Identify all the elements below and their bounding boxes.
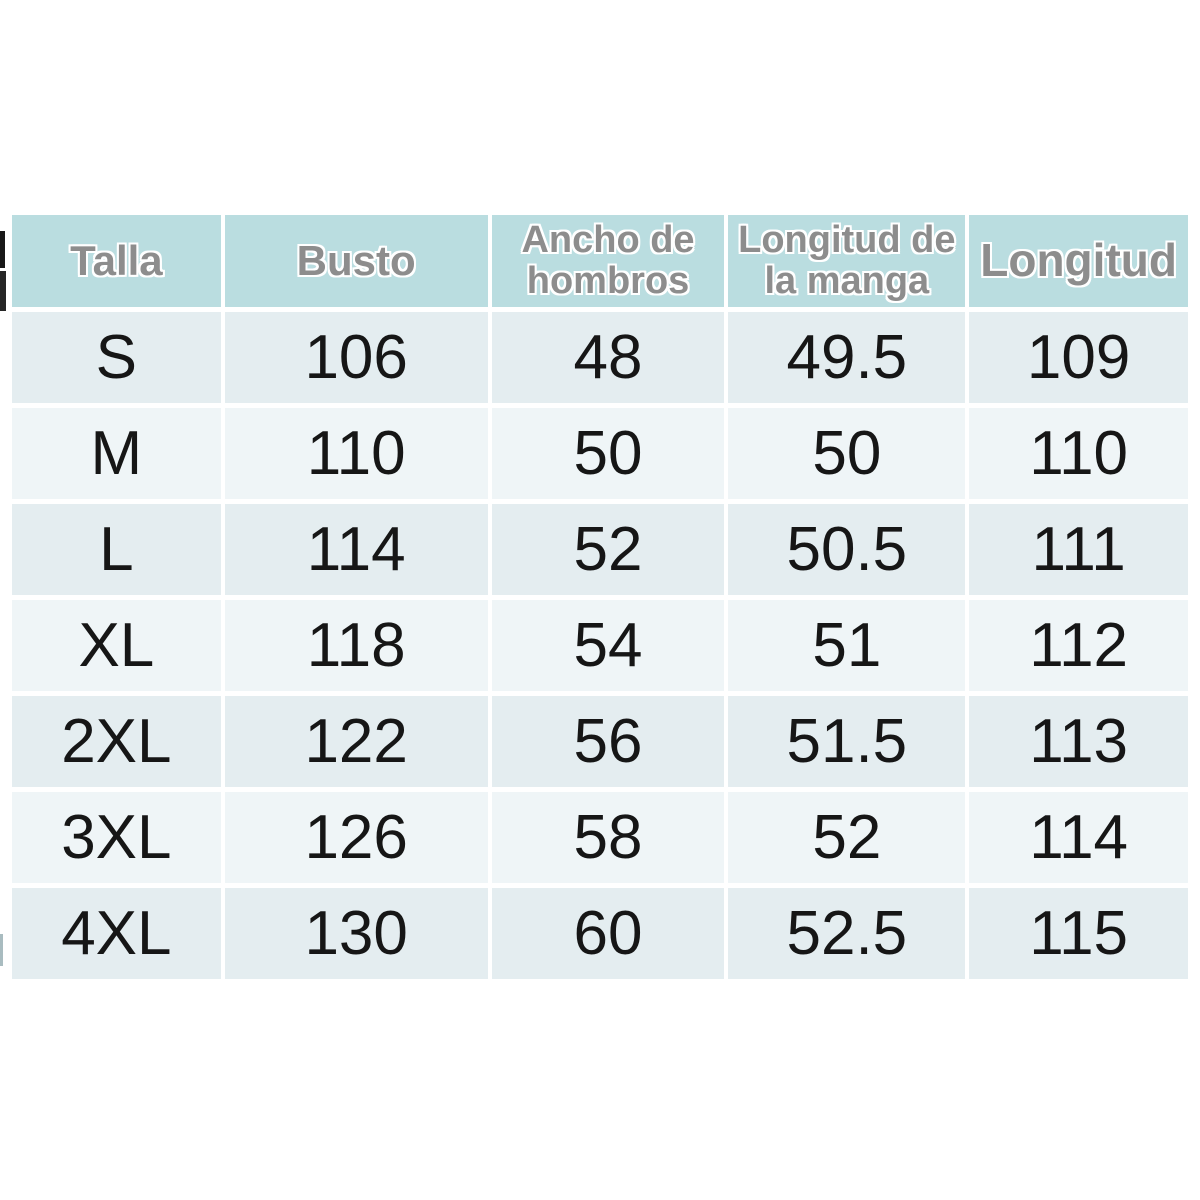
table-cell: 110	[969, 408, 1188, 499]
row-label: XL	[12, 600, 221, 691]
table-cell: 122	[224, 696, 488, 787]
column-header-talla: Talla	[12, 215, 221, 307]
table-row-m: M 110 50 50 110	[12, 408, 1188, 499]
table-cell: 52	[728, 792, 966, 883]
table-row-xl: XL 118 54 51 112	[12, 600, 1188, 691]
table-cell: 48	[491, 312, 725, 403]
row-label: S	[12, 312, 221, 403]
table-cell: 50	[728, 408, 966, 499]
column-header-longitud: Longitud	[969, 215, 1188, 307]
table-cell: 114	[224, 504, 488, 595]
photo-artifact-mark	[0, 231, 5, 268]
table-row-3xl: 3XL 126 58 52 114	[12, 792, 1188, 883]
table-cell: 50.5	[728, 504, 966, 595]
table-row-s: S 106 48 49.5 109	[12, 312, 1188, 403]
table-cell: 118	[224, 600, 488, 691]
table-cell: 111	[969, 504, 1188, 595]
column-header-longitud-de-la-manga: Longitud de la manga	[728, 215, 966, 307]
table-cell: 106	[224, 312, 488, 403]
table-cell: 49.5	[728, 312, 966, 403]
row-label: 2XL	[12, 696, 221, 787]
table-row-l: L 114 52 50.5 111	[12, 504, 1188, 595]
row-label: 4XL	[12, 888, 221, 979]
row-label: L	[12, 504, 221, 595]
table-cell: 58	[491, 792, 725, 883]
header-row: Talla Busto Ancho de hombros Longitud de…	[12, 215, 1188, 307]
photo-artifact-mark	[0, 934, 3, 966]
table-cell: 130	[224, 888, 488, 979]
table-row-2xl: 2XL 122 56 51.5 113	[12, 696, 1188, 787]
table-cell: 51	[728, 600, 966, 691]
size-chart: Talla Busto Ancho de hombros Longitud de…	[8, 210, 1192, 984]
table-cell: 60	[491, 888, 725, 979]
table-cell: 109	[969, 312, 1188, 403]
table-row-4xl: 4XL 130 60 52.5 115	[12, 888, 1188, 979]
table-cell: 115	[969, 888, 1188, 979]
size-chart-table: Talla Busto Ancho de hombros Longitud de…	[8, 210, 1192, 984]
row-label: M	[12, 408, 221, 499]
photo-artifact-mark	[0, 271, 6, 311]
table-cell: 114	[969, 792, 1188, 883]
table-cell: 52	[491, 504, 725, 595]
table-cell: 50	[491, 408, 725, 499]
table-cell: 56	[491, 696, 725, 787]
column-header-ancho-de-hombros: Ancho de hombros	[491, 215, 725, 307]
table-cell: 113	[969, 696, 1188, 787]
table-cell: 52.5	[728, 888, 966, 979]
column-header-busto: Busto	[224, 215, 488, 307]
table-cell: 112	[969, 600, 1188, 691]
table-cell: 54	[491, 600, 725, 691]
table-cell: 110	[224, 408, 488, 499]
table-cell: 51.5	[728, 696, 966, 787]
row-label: 3XL	[12, 792, 221, 883]
table-cell: 126	[224, 792, 488, 883]
